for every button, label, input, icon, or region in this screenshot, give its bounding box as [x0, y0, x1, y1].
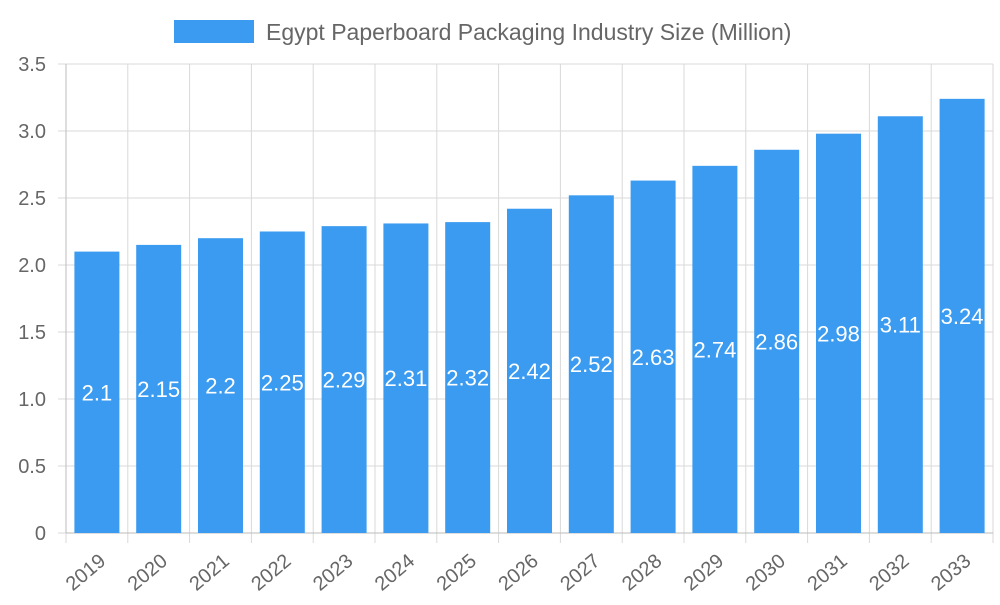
y-tick-label: 0.5: [18, 456, 46, 478]
data-label: 2.1: [82, 380, 113, 405]
bar-2032: [877, 116, 923, 533]
data-label: 2.86: [755, 329, 798, 354]
data-label: 2.2: [205, 374, 236, 399]
data-label: 2.42: [508, 359, 551, 384]
y-tick-label: 2.5: [18, 188, 46, 210]
y-tick-label: 3.0: [18, 121, 46, 143]
x-tick-label: 2022: [247, 550, 295, 595]
bar-2030: [754, 149, 800, 533]
x-tick-label: 2029: [680, 550, 728, 595]
bar-2031: [816, 133, 861, 533]
bar-2024: [383, 223, 429, 533]
data-label: 2.31: [384, 366, 427, 391]
y-tick-label: 1.0: [18, 389, 46, 411]
bar-2028: [630, 180, 676, 533]
bars: 2.1 2.15 2.2 2.25 2.29 2.31 2.32 2.42 2.52 2.63 2.…: [74, 98, 985, 533]
bar-2027: [568, 195, 614, 533]
bar-2025: [445, 222, 491, 533]
y-tick-label: 2.0: [18, 255, 46, 277]
grid: [58, 63, 994, 543]
data-label: 2.32: [446, 366, 489, 391]
y-tick-label: 0: [35, 523, 46, 545]
x-axis: 2019 2020 2021 2022 2023 2024 2025 2026 2027 2028…: [62, 550, 975, 595]
data-label: 2.63: [632, 345, 675, 370]
bar-2022: [259, 231, 305, 533]
x-tick-label: 2021: [185, 550, 233, 595]
data-label: 2.98: [817, 321, 860, 346]
bar-2019: [74, 251, 120, 533]
data-label: 2.29: [323, 368, 366, 393]
data-label: 2.52: [570, 352, 613, 377]
data-label: 2.74: [693, 337, 736, 362]
legend-label: Egypt Paperboard Packaging Industry Size…: [266, 19, 791, 45]
x-tick-label: 2027: [556, 550, 604, 595]
x-tick-label: 2025: [433, 550, 481, 595]
x-tick-label: 2026: [494, 550, 542, 595]
x-tick-label: 2030: [742, 550, 790, 595]
x-tick-label: 2020: [124, 550, 172, 595]
legend-swatch: [174, 20, 254, 43]
x-tick-label: 2033: [927, 550, 975, 595]
data-label: 3.11: [880, 313, 921, 338]
x-tick-label: 2019: [62, 550, 110, 595]
y-tick-label: 1.5: [18, 322, 46, 344]
x-tick-label: 2023: [309, 550, 357, 595]
legend: Egypt Paperboard Packaging Industry Size…: [174, 19, 791, 45]
x-tick-label: 2032: [865, 550, 913, 595]
bar-2026: [507, 208, 552, 533]
bar-2029: [692, 165, 738, 533]
bar-2020: [136, 244, 182, 533]
bar-2033: [939, 98, 985, 533]
data-label: 2.25: [261, 370, 304, 395]
bar-2023: [321, 226, 367, 533]
x-tick-label: 2024: [371, 550, 419, 595]
data-label: 2.15: [137, 377, 180, 402]
data-label: 3.24: [941, 304, 984, 329]
x-tick-label: 2028: [618, 550, 666, 595]
x-tick-label: 2031: [803, 550, 851, 595]
bar-2021: [198, 238, 243, 533]
y-tick-label: 3.5: [18, 54, 46, 76]
y-axis: 0 0.5 1.0 1.5 2.0 2.5 3.0 3.5: [18, 54, 46, 545]
